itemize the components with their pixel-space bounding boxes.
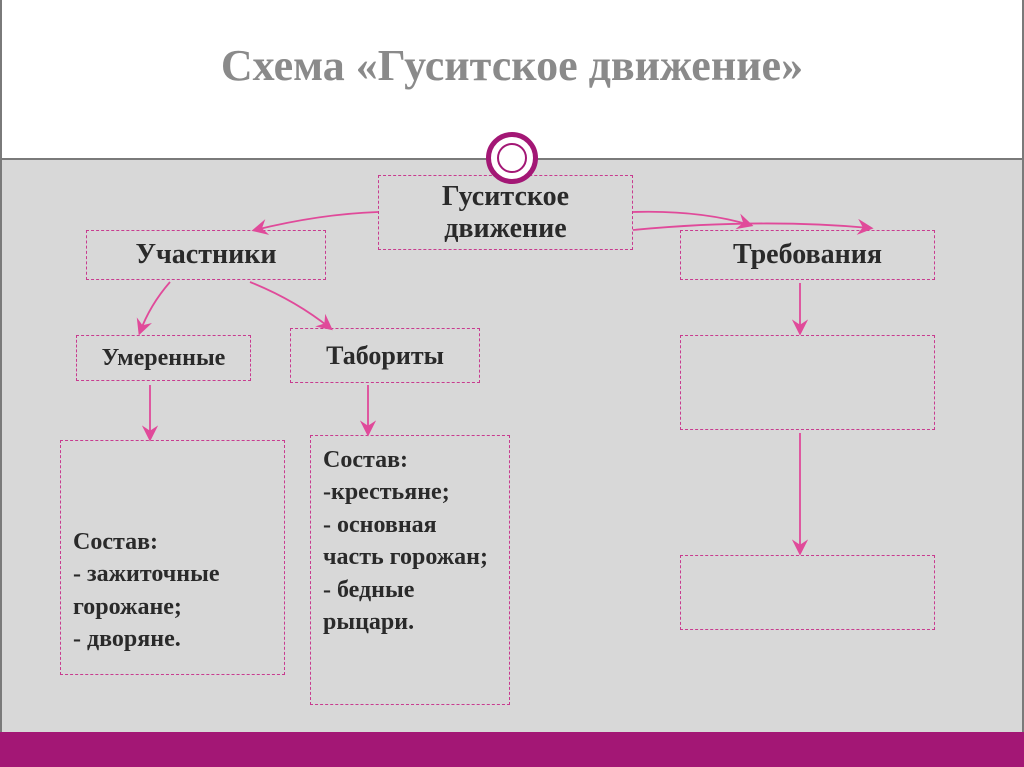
content-item: - зажиточные горожане;: [73, 558, 272, 623]
page-title: Схема «Гуситское движение»: [0, 40, 1024, 91]
node-empty-1: [680, 335, 935, 430]
node-moderate: Умеренные: [76, 335, 251, 381]
node-empty-2: [680, 555, 935, 630]
bottom-accent-bar: [0, 732, 1024, 767]
node-requirements-label: Требования: [733, 239, 882, 271]
node-moderate-label: Умеренные: [102, 345, 226, 372]
node-taborites-label: Табориты: [326, 341, 444, 371]
content-item: - бедные рыцари.: [323, 574, 497, 639]
content-item: - основная часть горожан;: [323, 509, 497, 574]
node-requirements: Требования: [680, 230, 935, 280]
moderate-detail-box: Состав:- зажиточные горожане;- дворяне.: [60, 440, 285, 675]
content-item: - дворяне.: [73, 623, 272, 655]
node-root-label: Гуситское движение: [393, 181, 618, 245]
node-participants-label: Участники: [135, 239, 276, 271]
taborites-detail-box: Состав:-крестьяне;- основная часть горож…: [310, 435, 510, 705]
circle-ornament-icon: [486, 132, 538, 184]
content-heading: Состав:: [73, 526, 272, 558]
node-root: Гуситское движение: [378, 175, 633, 250]
node-taborites: Табориты: [290, 328, 480, 383]
content-item: -крестьяне;: [323, 476, 497, 508]
content-heading: Состав:: [323, 444, 497, 476]
node-participants: Участники: [86, 230, 326, 280]
